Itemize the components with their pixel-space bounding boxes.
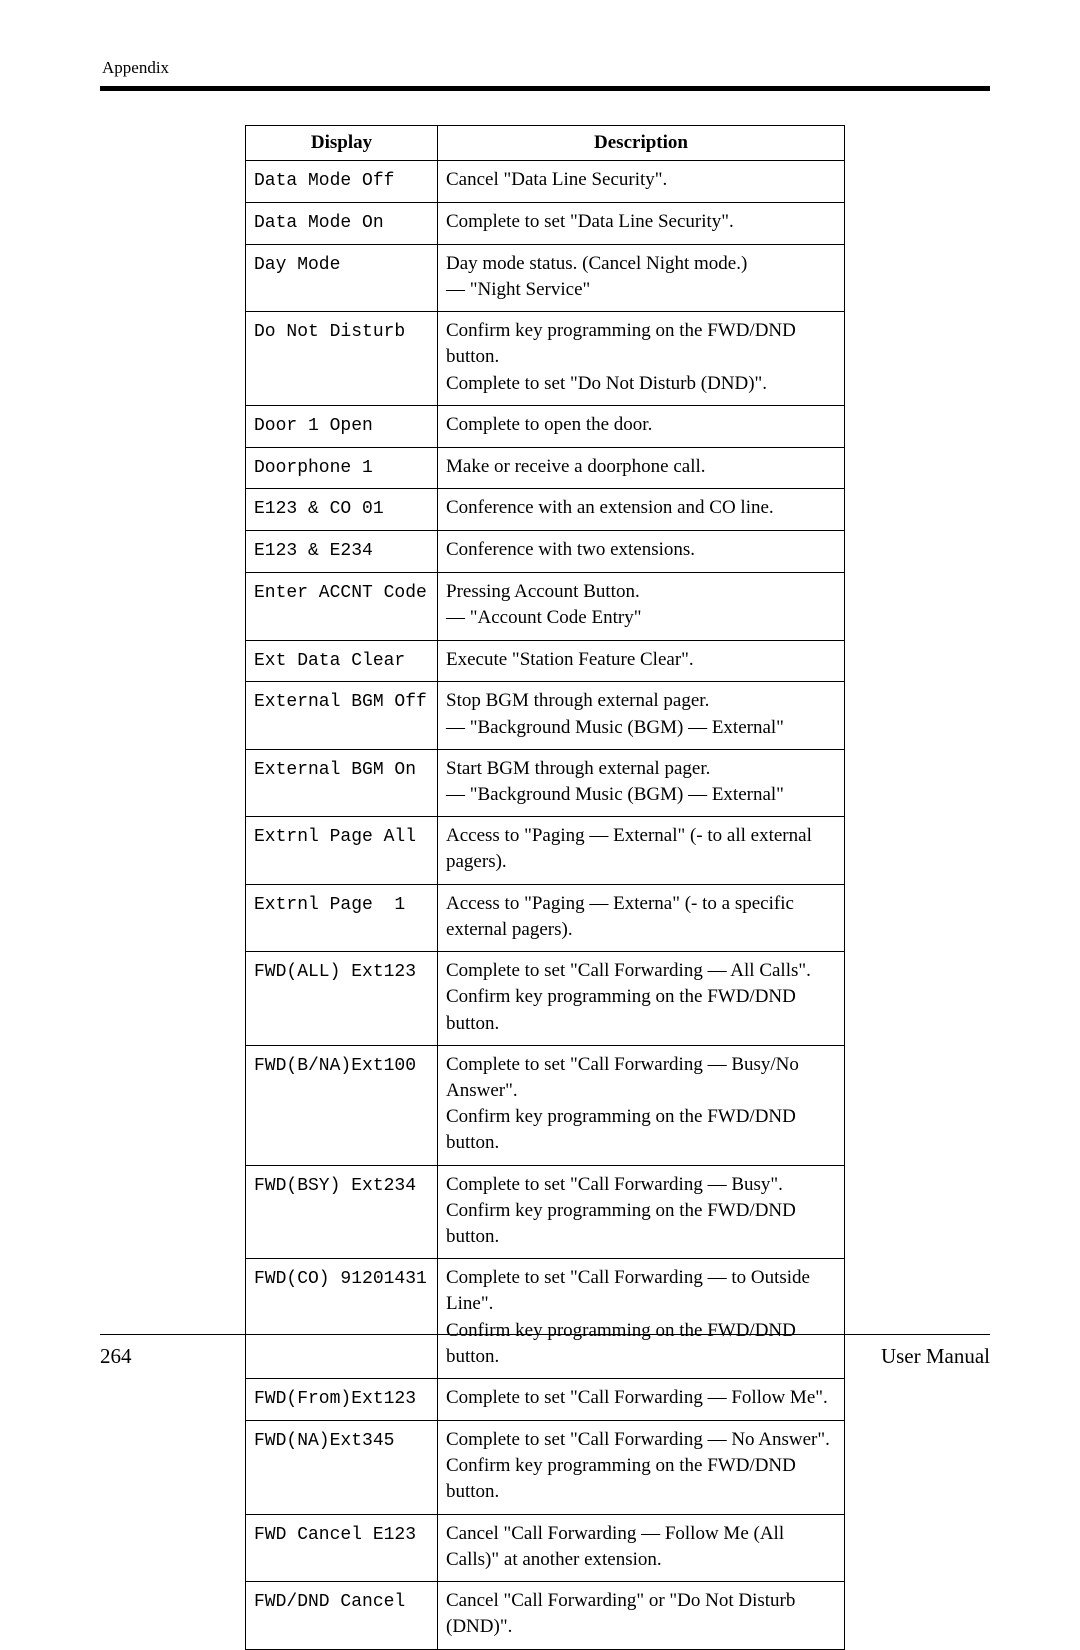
display-cell: FWD(B/NA)Ext100 [246,1045,438,1165]
display-description-table: Display Description Data Mode OffCancel … [245,125,845,1650]
display-cell: Enter ACCNT Code [246,573,438,640]
description-cell: Complete to set "Data Line Security". [438,202,845,244]
description-cell: Complete to set "Call Forwarding — All C… [438,952,845,1046]
table-row: E123 & E234Conference with two extension… [246,531,845,573]
description-cell: Cancel "Call Forwarding" or "Do Not Dist… [438,1582,845,1649]
description-cell: Execute "Station Feature Clear". [438,640,845,682]
table-row: E123 & CO 01Conference with an extension… [246,489,845,531]
table-row: FWD(From)Ext123Complete to set "Call For… [246,1379,845,1421]
table-row: Ext Data ClearExecute "Station Feature C… [246,640,845,682]
description-cell: Stop BGM through external pager.— "Backg… [438,682,845,749]
description-cell: Complete to set "Call Forwarding — Follo… [438,1379,845,1421]
description-cell: Cancel "Data Line Security". [438,161,845,203]
display-cell: Door 1 Open [246,405,438,447]
description-cell: Access to "Paging — External" (- to all … [438,817,845,884]
description-cell: Confirm key programming on the FWD/DND b… [438,312,845,406]
column-header-description: Description [438,126,845,161]
table-row: Extrnl Page AllAccess to "Paging — Exter… [246,817,845,884]
display-cell: Data Mode Off [246,161,438,203]
table-row: FWD/DND CancelCancel "Call Forwarding" o… [246,1582,845,1649]
display-cell: FWD(BSY) Ext234 [246,1165,438,1259]
display-cell: FWD(ALL) Ext123 [246,952,438,1046]
footer: 264 User Manual [100,1344,990,1369]
description-cell: Day mode status. (Cancel Night mode.)— "… [438,244,845,311]
table-row: External BGM OffStop BGM through externa… [246,682,845,749]
table-row: FWD(NA)Ext345Complete to set "Call Forwa… [246,1420,845,1514]
table-row: Data Mode OffCancel "Data Line Security"… [246,161,845,203]
column-header-display: Display [246,126,438,161]
description-cell: Complete to set "Call Forwarding — Busy"… [438,1165,845,1259]
display-cell: External BGM On [246,749,438,816]
header-section-label: Appendix [102,58,990,78]
table-container: Display Description Data Mode OffCancel … [100,125,990,1650]
table-row: FWD(B/NA)Ext100Complete to set "Call For… [246,1045,845,1165]
display-cell: FWD(From)Ext123 [246,1379,438,1421]
table-row: External BGM OnStart BGM through externa… [246,749,845,816]
header-rule [100,86,990,91]
display-cell: Doorphone 1 [246,447,438,489]
description-cell: Conference with an extension and CO line… [438,489,845,531]
description-cell: Complete to set "Call Forwarding — No An… [438,1420,845,1514]
table-header-row: Display Description [246,126,845,161]
table-row: FWD Cancel E123Cancel "Call Forwarding —… [246,1514,845,1581]
table-row: Extrnl Page 1Access to "Paging — Externa… [246,884,845,951]
display-cell: FWD/DND Cancel [246,1582,438,1649]
table-row: Do Not DisturbConfirm key programming on… [246,312,845,406]
description-cell: Make or receive a doorphone call. [438,447,845,489]
display-cell: Ext Data Clear [246,640,438,682]
display-cell: Extrnl Page All [246,817,438,884]
display-cell: E123 & CO 01 [246,489,438,531]
display-cell: FWD(NA)Ext345 [246,1420,438,1514]
display-cell: Extrnl Page 1 [246,884,438,951]
table-row: Enter ACCNT CodePressing Account Button.… [246,573,845,640]
description-cell: Complete to set "Call Forwarding — Busy/… [438,1045,845,1165]
display-cell: FWD Cancel E123 [246,1514,438,1581]
table-row: FWD(BSY) Ext234Complete to set "Call For… [246,1165,845,1259]
display-cell: Data Mode On [246,202,438,244]
display-cell: Day Mode [246,244,438,311]
table-row: Doorphone 1Make or receive a doorphone c… [246,447,845,489]
table-row: Day ModeDay mode status. (Cancel Night m… [246,244,845,311]
description-cell: Access to "Paging — Externa" (- to a spe… [438,884,845,951]
doc-title: User Manual [881,1344,990,1369]
description-cell: Cancel "Call Forwarding — Follow Me (All… [438,1514,845,1581]
display-cell: External BGM Off [246,682,438,749]
display-cell: Do Not Disturb [246,312,438,406]
table-row: FWD(ALL) Ext123Complete to set "Call For… [246,952,845,1046]
footer-rule [100,1334,990,1335]
description-cell: Complete to open the door. [438,405,845,447]
description-cell: Start BGM through external pager.— "Back… [438,749,845,816]
description-cell: Conference with two extensions. [438,531,845,573]
display-cell: E123 & E234 [246,531,438,573]
page-number: 264 [100,1344,132,1369]
table-row: Data Mode OnComplete to set "Data Line S… [246,202,845,244]
description-cell: Pressing Account Button.— "Account Code … [438,573,845,640]
table-row: Door 1 OpenComplete to open the door. [246,405,845,447]
